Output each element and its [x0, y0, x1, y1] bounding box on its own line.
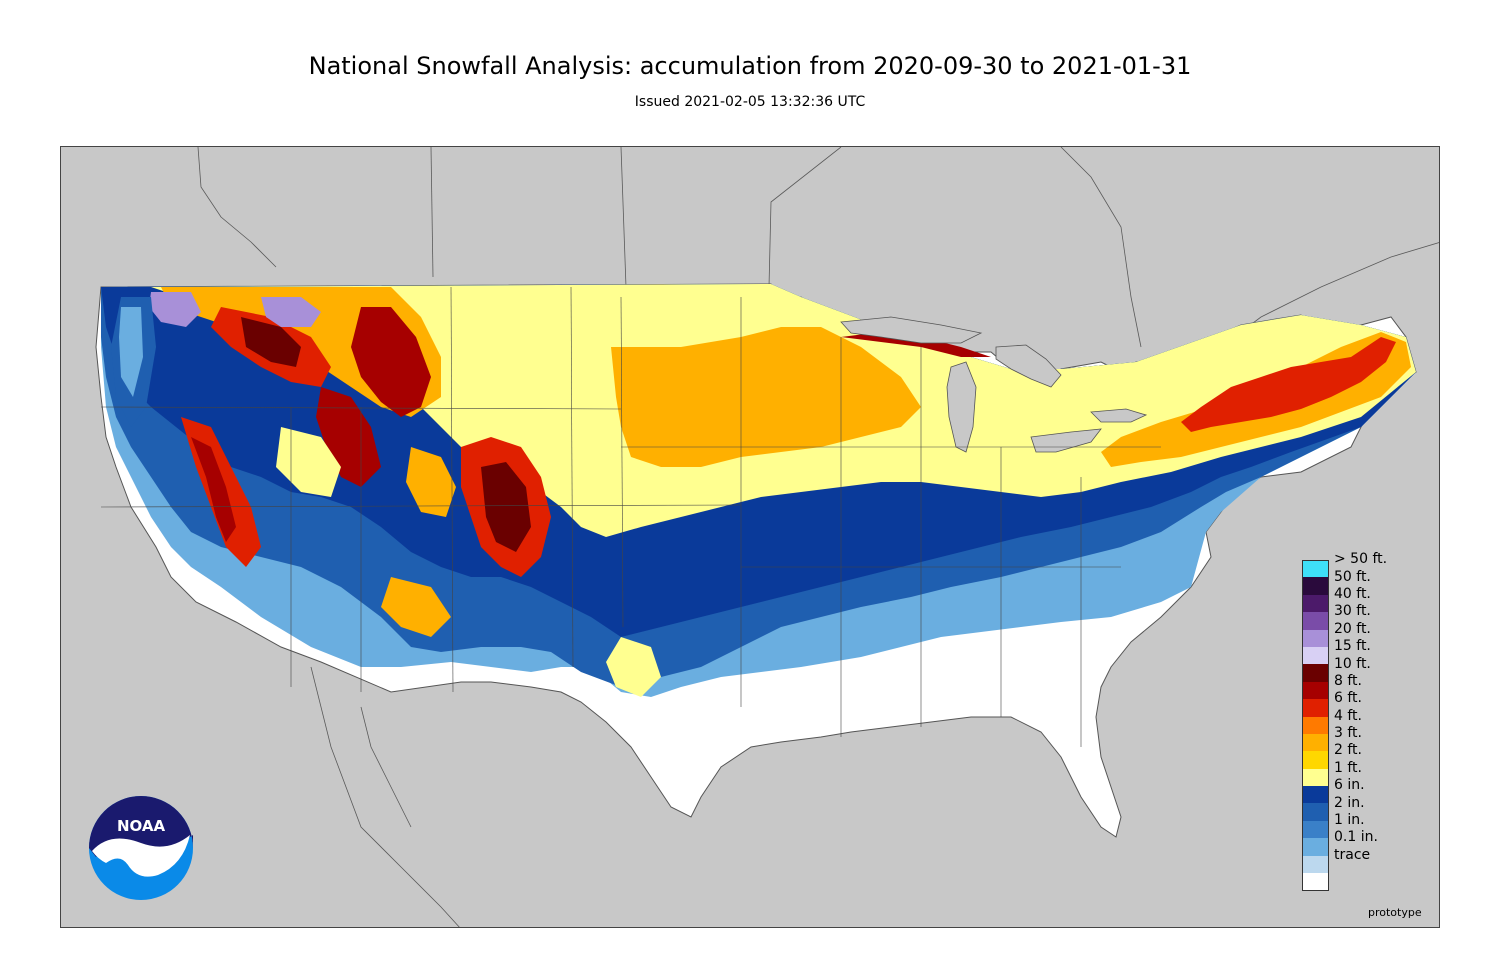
- legend-swatch: [1302, 873, 1329, 891]
- great-lakes: [840, 316, 1148, 453]
- legend-swatch: [1302, 612, 1329, 630]
- legend-item: 15 ft.: [1302, 638, 1412, 665]
- legend-label: 15 ft.: [1334, 638, 1371, 655]
- legend-label: 6 in.: [1334, 777, 1365, 794]
- legend-swatch: [1302, 577, 1329, 595]
- legend-swatch: [1302, 855, 1329, 874]
- western-mountain-snow: [111, 287, 661, 697]
- legend-swatch: [1302, 699, 1329, 717]
- logo-text: NOAA: [117, 817, 166, 835]
- legend-label: 6 ft.: [1334, 690, 1362, 707]
- chart-title: National Snowfall Analysis: accumulation…: [308, 52, 1192, 80]
- legend-label: 2 in.: [1334, 794, 1365, 811]
- snow-band-upper-peninsula: [841, 332, 991, 357]
- snow-band-northeast-heavy: [1181, 337, 1396, 432]
- legend-swatch: [1302, 629, 1329, 647]
- legend-item: 10 ft.: [1302, 656, 1412, 682]
- snowfall-map: [60, 146, 1440, 928]
- legend-label: 2 ft.: [1334, 742, 1362, 759]
- legend-swatch: [1302, 733, 1329, 752]
- legend-swatch: [1302, 646, 1329, 665]
- prototype-watermark: prototype: [1368, 906, 1422, 919]
- legend-label: 3 ft.: [1334, 725, 1362, 742]
- legend-item: [1302, 873, 1412, 891]
- legend-item: 3 ft.: [1302, 725, 1412, 752]
- snow-band-two-foot: [611, 327, 921, 467]
- legend-label: 40 ft.: [1334, 585, 1371, 602]
- legend-swatch: [1302, 768, 1329, 787]
- legend-item: 40 ft.: [1302, 586, 1412, 613]
- legend-swatch: [1302, 664, 1329, 682]
- legend-item: 20 ft.: [1302, 621, 1412, 647]
- state-lines: [100, 286, 1161, 747]
- legend-swatch: [1302, 594, 1329, 613]
- legend-label: 4 ft.: [1334, 707, 1362, 724]
- united-states-map-icon: [61, 147, 1439, 927]
- legend-label: 30 ft.: [1334, 603, 1371, 620]
- legend-label: > 50 ft.: [1334, 551, 1388, 568]
- legend-label: 1 ft.: [1334, 759, 1362, 776]
- legend-swatch: [1302, 838, 1329, 856]
- legend-item: 30 ft.: [1302, 603, 1412, 630]
- legend: > 50 ft. 50 ft. 40 ft. 30 ft. 20 ft. 15 ft. 10…: [1302, 551, 1412, 891]
- legend-item: 6 ft.: [1302, 690, 1412, 717]
- legend-item: 2 ft.: [1302, 742, 1412, 769]
- legend-label: 0.1 in.: [1334, 829, 1378, 846]
- legend-item: 4 ft.: [1302, 708, 1412, 734]
- logo-wave: [92, 835, 190, 877]
- legend-swatch: [1302, 560, 1329, 578]
- legend-label: 10 ft.: [1334, 655, 1371, 672]
- legend-item: 8 ft.: [1302, 673, 1412, 700]
- legend-label: 50 ft.: [1334, 568, 1371, 585]
- legend-swatch: [1302, 803, 1329, 821]
- issued-timestamp: Issued 2021-02-05 13:32:36 UTC: [634, 94, 866, 110]
- legend-item: 1 ft.: [1302, 760, 1412, 787]
- legend-item: 6 in.: [1302, 777, 1412, 804]
- legend-label: 8 ft.: [1334, 672, 1362, 689]
- legend-item: 2 in.: [1302, 795, 1412, 821]
- legend-item: 1 in.: [1302, 812, 1412, 839]
- legend-item: > 50 ft.: [1302, 551, 1412, 578]
- legend-swatch: [1302, 786, 1329, 804]
- legend-item: 0.1 in.: [1302, 829, 1412, 856]
- legend-swatch: [1302, 716, 1329, 734]
- border-lines: [197, 147, 1439, 927]
- legend-label: trace: [1334, 846, 1371, 863]
- legend-item: trace: [1302, 847, 1412, 874]
- legend-swatch: [1302, 681, 1329, 700]
- noaa-logo-icon: NOAA: [89, 796, 193, 900]
- legend-swatch: [1302, 751, 1329, 769]
- legend-label: 1 in.: [1334, 812, 1365, 829]
- legend-item: 50 ft.: [1302, 569, 1412, 595]
- legend-label: 20 ft.: [1334, 620, 1371, 637]
- legend-swatch: [1302, 820, 1329, 839]
